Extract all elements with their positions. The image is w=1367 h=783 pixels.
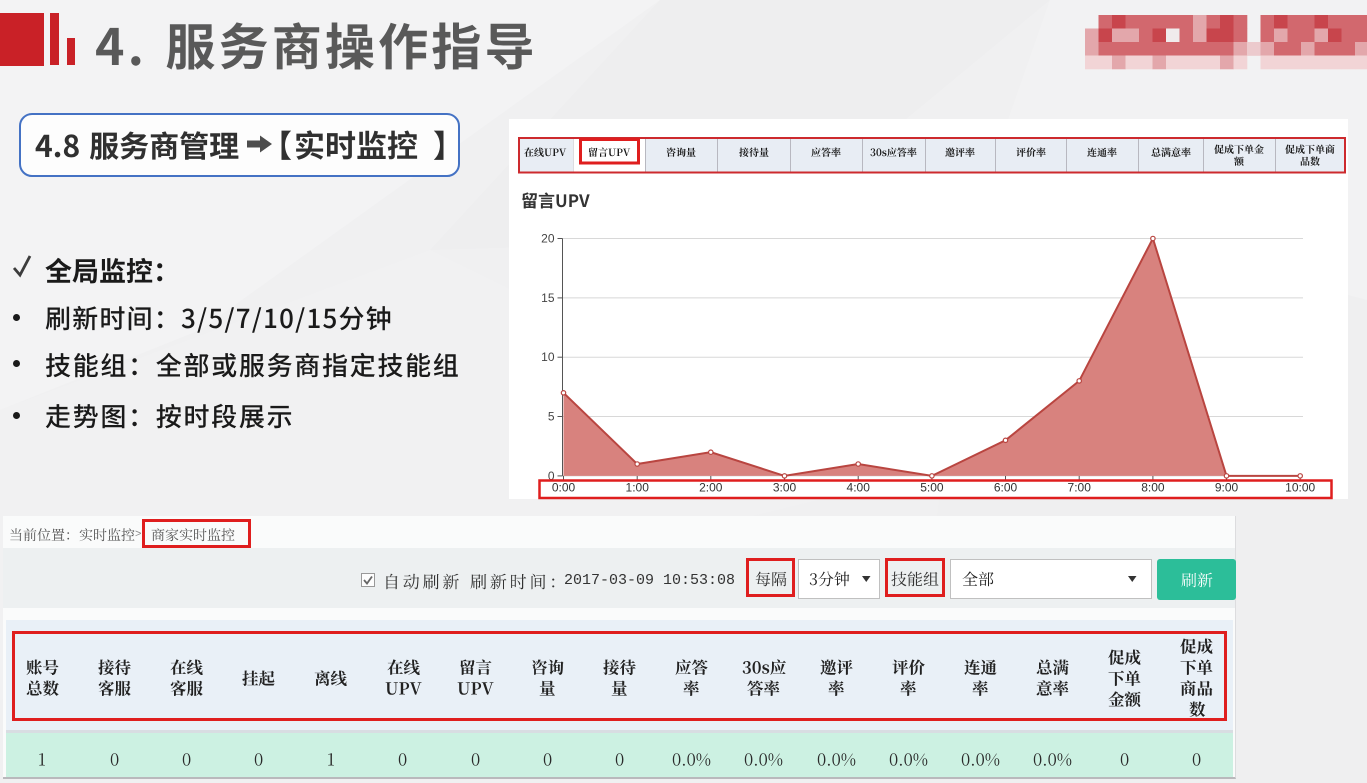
svg-text:10:00: 10:00 [1285, 481, 1315, 495]
svg-text:5:00: 5:00 [920, 481, 944, 495]
svg-text:9:00: 9:00 [1215, 481, 1239, 495]
svg-text:7:00: 7:00 [1068, 481, 1092, 495]
svg-text:6:00: 6:00 [994, 481, 1018, 495]
svg-text:5: 5 [548, 410, 555, 424]
svg-text:3:00: 3:00 [773, 481, 797, 495]
svg-text:15: 15 [541, 291, 555, 305]
svg-text:8:00: 8:00 [1141, 481, 1165, 495]
svg-text:20: 20 [541, 232, 555, 246]
svg-text:2:00: 2:00 [699, 481, 723, 495]
svg-text:0:00: 0:00 [552, 481, 576, 495]
svg-text:0: 0 [548, 469, 555, 483]
svg-text:4:00: 4:00 [847, 481, 871, 495]
svg-text:10: 10 [541, 350, 555, 364]
svg-text:1:00: 1:00 [626, 481, 650, 495]
